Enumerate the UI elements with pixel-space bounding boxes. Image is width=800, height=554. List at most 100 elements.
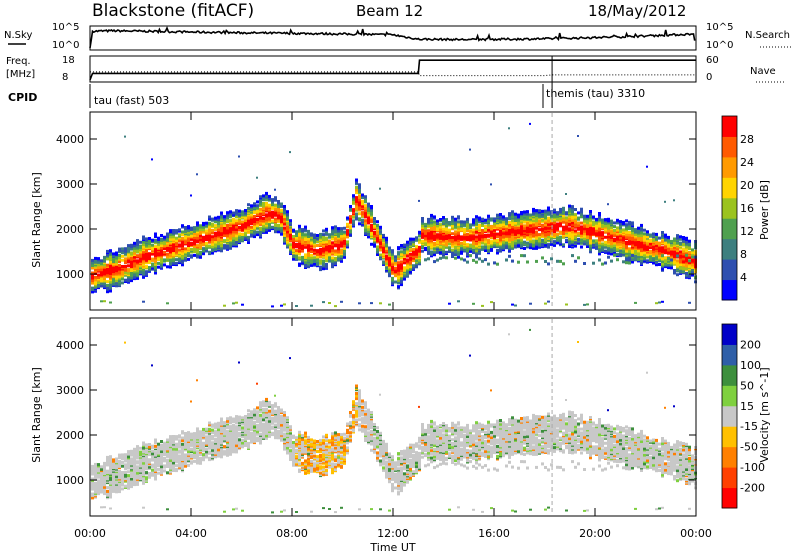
power-cell [397, 281, 400, 285]
power-cell [364, 206, 367, 210]
power-cell [664, 246, 667, 250]
power-cell [193, 226, 196, 230]
power-cell [223, 215, 226, 219]
velocity-cell [148, 445, 151, 449]
power-cell [682, 236, 685, 239]
power-cell [451, 232, 454, 236]
power-cell [256, 206, 259, 210]
power-cell [238, 232, 241, 236]
power-cell [139, 240, 142, 244]
power-cell [388, 269, 391, 273]
velocity-cell [169, 438, 172, 442]
power-cell [484, 237, 487, 241]
power-cell [325, 256, 328, 260]
power-cell [445, 218, 448, 222]
power-cell [217, 218, 220, 222]
velocity-cell [109, 507, 112, 510]
power-cell [529, 302, 532, 305]
power-cell [322, 249, 325, 253]
velocity-cell [142, 449, 145, 453]
power-cell [487, 214, 490, 218]
velocity-cell [115, 475, 118, 479]
velocity-cell [91, 492, 94, 496]
power-cell [535, 259, 538, 263]
power-colorbar-tick-label: 24 [740, 156, 754, 169]
velocity-cell [178, 457, 181, 460]
power-cell [214, 240, 217, 244]
power-cell [502, 225, 505, 229]
power-cell [349, 205, 352, 208]
power-cell [130, 271, 133, 275]
power-cell [562, 206, 565, 210]
power-cell [301, 255, 304, 259]
power-cell [439, 250, 442, 254]
velocity-cell [142, 461, 145, 465]
power-cell [487, 233, 490, 237]
power-cell [436, 219, 439, 223]
power-cell [538, 236, 541, 240]
power-cell [382, 233, 385, 237]
power-cell [649, 255, 652, 258]
power-cell [112, 280, 115, 284]
power-cell [586, 241, 589, 245]
power-cell [310, 250, 313, 253]
power-cell [220, 227, 223, 231]
power-cell [346, 216, 349, 220]
power-cell [223, 304, 226, 307]
power-cell [145, 237, 148, 241]
power-cell [463, 240, 466, 244]
velocity-cell [127, 465, 130, 469]
velocity-cell [160, 452, 163, 456]
power-cell [289, 243, 292, 247]
velocity-cell [100, 471, 103, 475]
power-cell [532, 230, 535, 234]
power-cell [154, 235, 157, 238]
power-cell [559, 230, 562, 234]
power-cell [289, 245, 292, 249]
power-cell [199, 228, 202, 232]
power-cell [157, 236, 160, 240]
power-cell [583, 239, 586, 243]
power-cell [643, 241, 646, 245]
power-cell [256, 204, 259, 208]
power-cell [202, 225, 205, 229]
power-cell [211, 242, 214, 246]
power-cell [352, 219, 355, 223]
velocity-cell [151, 449, 154, 453]
power-cell [529, 122, 531, 125]
velocity-cell [178, 434, 181, 438]
velocity-cell [166, 471, 169, 475]
power-cell [340, 254, 343, 258]
power-cell [379, 187, 381, 190]
power-cell [373, 237, 376, 241]
power-cell [580, 225, 583, 229]
power-cell [295, 234, 298, 237]
power-cell [409, 249, 412, 252]
power-cell [370, 223, 373, 227]
power-cell [403, 243, 406, 247]
power-cell [463, 223, 466, 226]
power-cell [433, 241, 436, 245]
power-cell [445, 239, 448, 243]
power-cell [601, 221, 604, 224]
power-cell [94, 275, 97, 279]
power-cell [331, 237, 334, 241]
power-cell [523, 234, 526, 238]
power-cell [124, 249, 127, 253]
velocity-cell [139, 446, 142, 450]
power-cell [199, 255, 202, 259]
power-cell [208, 250, 211, 254]
velocity-cell [142, 446, 145, 450]
velocity-cell [163, 464, 166, 468]
power-cell [433, 220, 436, 224]
power-cell [559, 221, 562, 225]
power-cell [397, 266, 400, 270]
velocity-cell [91, 496, 94, 500]
power-cell [661, 231, 664, 234]
power-cell [661, 262, 664, 266]
power-cell [235, 228, 238, 231]
power-cell [211, 235, 214, 239]
power-cell [568, 231, 571, 235]
power-cell [181, 240, 184, 244]
velocity-cell [100, 465, 103, 469]
